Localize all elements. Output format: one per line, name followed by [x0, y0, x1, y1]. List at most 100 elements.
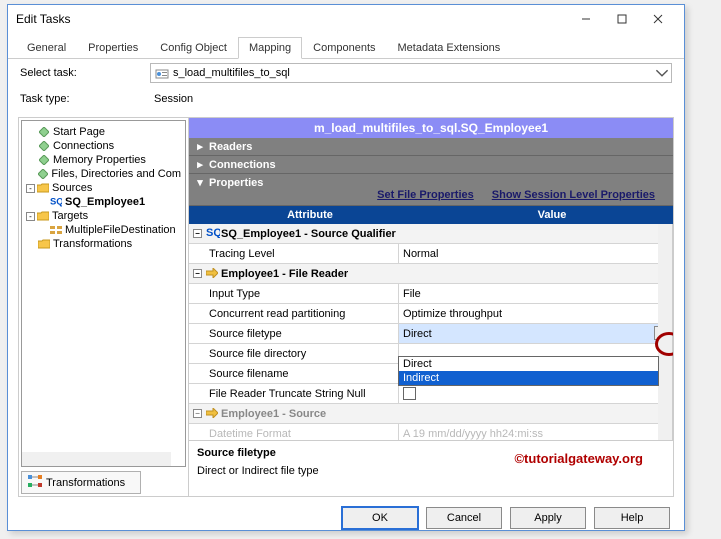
section-label: Properties: [209, 177, 263, 189]
group-label: Employee1 - Source: [221, 408, 326, 420]
select-task-value: s_load_multifiles_to_sql: [173, 67, 290, 79]
value-cell: Normal: [399, 244, 672, 263]
close-button[interactable]: [640, 7, 676, 31]
expand-icon[interactable]: -: [26, 212, 35, 221]
sq-icon: SQ: [206, 228, 218, 240]
property-row: Source filetype Direct: [189, 324, 672, 344]
task-type-label: Task type:: [20, 93, 150, 105]
mapping-header: m_load_multifiles_to_sql.SQ_Employee1: [189, 118, 673, 138]
value-cell[interactable]: [399, 384, 672, 403]
select-task-label: Select task:: [20, 67, 150, 79]
dropdown-option[interactable]: Direct: [399, 357, 658, 371]
scrollbar-vertical[interactable]: [658, 224, 672, 440]
column-header: Value: [431, 206, 673, 224]
expand-icon[interactable]: -: [26, 184, 35, 193]
minimize-button[interactable]: [568, 7, 604, 31]
section-label: Readers: [209, 141, 252, 153]
expand-arrow-icon[interactable]: ▾: [195, 176, 205, 189]
dropdown-option[interactable]: Indirect: [399, 371, 658, 385]
tab-components[interactable]: Components: [302, 37, 386, 58]
tree-item-label: Connections: [53, 140, 114, 152]
tree-item[interactable]: - Targets: [24, 209, 183, 223]
tree-item-label: Sources: [52, 182, 92, 194]
tab-properties[interactable]: Properties: [77, 37, 149, 58]
link-show-session-level-properties[interactable]: Show Session Level Properties: [492, 189, 655, 201]
value-cell[interactable]: Direct: [399, 324, 672, 343]
tree-item[interactable]: Start Page: [24, 125, 183, 139]
tree-item[interactable]: Connections: [24, 139, 183, 153]
maximize-button[interactable]: [604, 7, 640, 31]
group-row[interactable]: −SQSQ_Employee1 - Source Qualifier: [189, 224, 672, 244]
svg-text:SQ: SQ: [206, 228, 220, 238]
section-readers[interactable]: ▸ Readers: [189, 138, 673, 156]
description-text: Direct or Indirect file type: [197, 465, 665, 477]
tab-general[interactable]: General: [16, 37, 77, 58]
group-label: SQ_Employee1 - Source Qualifier: [221, 228, 396, 240]
property-row: Tracing Level Normal: [189, 244, 672, 264]
scrollbar-horizontal[interactable]: [22, 452, 171, 466]
titlebar: Edit Tasks: [8, 5, 684, 33]
tab-mapping[interactable]: Mapping: [238, 37, 302, 59]
property-row: Datetime FormatA 19 mm/dd/yyyy hh24:mi:s…: [189, 424, 672, 440]
tree-item[interactable]: Files, Directories and Com: [24, 167, 183, 181]
ok-button[interactable]: OK: [342, 507, 418, 529]
value-cell: Optimize throughput: [399, 304, 672, 323]
button-bar: OK Cancel Apply Help: [8, 497, 684, 539]
tree-item[interactable]: Transformations: [24, 237, 183, 251]
folder-icon: [38, 238, 50, 250]
tree-item-label: Files, Directories and Com: [51, 168, 181, 180]
property-value: File: [403, 288, 421, 300]
property-row: Input Type File: [189, 284, 672, 304]
group-row[interactable]: − Employee1 - Source: [189, 404, 672, 424]
property-grid: −SQSQ_Employee1 - Source QualifierTracin…: [189, 224, 673, 440]
expand-arrow-icon[interactable]: ▸: [195, 140, 205, 153]
select-task-combo[interactable]: s_load_multifiles_to_sql: [150, 63, 672, 83]
property-row: File Reader Truncate String Null: [189, 384, 672, 404]
help-button[interactable]: Help: [594, 507, 670, 529]
task-icon: [155, 66, 169, 80]
tree-item-label: Memory Properties: [53, 154, 146, 166]
transformations-tab[interactable]: Transformations: [21, 471, 141, 494]
group-row[interactable]: −Employee1 - File Reader: [189, 264, 672, 284]
target-icon: [50, 224, 62, 236]
property-name: Tracing Level: [209, 248, 275, 260]
tree-item-label: MultipleFileDestination: [65, 224, 176, 236]
collapse-icon[interactable]: −: [193, 269, 202, 278]
property-name: Source file directory: [209, 348, 306, 360]
filetype-dropdown[interactable]: DirectIndirect: [398, 356, 659, 386]
checkbox[interactable]: [403, 387, 416, 400]
tree-item[interactable]: SQSQ_Employee1: [24, 195, 183, 209]
tree-item[interactable]: MultipleFileDestination: [24, 223, 183, 237]
chevron-down-icon: [655, 66, 669, 80]
value-cell: File: [399, 284, 672, 303]
property-name: File Reader Truncate String Null: [209, 388, 366, 400]
tree-item-label: Transformations: [53, 238, 132, 250]
section-connections[interactable]: ▸Connections: [189, 156, 673, 174]
collapse-icon[interactable]: −: [193, 229, 202, 238]
tree-item-label: Targets: [52, 210, 88, 222]
tree-item-label: SQ_Employee1: [65, 196, 145, 208]
apply-button[interactable]: Apply: [510, 507, 586, 529]
property-row: Concurrent read partitioningOptimize thr…: [189, 304, 672, 324]
property-value: A 19 mm/dd/yyyy hh24:mi:ss: [403, 428, 543, 440]
property-name: Source filetype: [209, 328, 282, 340]
arrow-icon: [206, 268, 218, 280]
property-name: Input Type: [209, 288, 260, 300]
arrow-icon: [206, 408, 218, 420]
folder-icon: [37, 182, 49, 194]
section-properties[interactable]: ▾ Properties Set File Properties Show Sessi…: [189, 174, 673, 206]
tab-metadata-extensions[interactable]: Metadata Extensions: [387, 37, 512, 58]
tree-item-label: Start Page: [53, 126, 105, 138]
link-set-file-properties[interactable]: Set File Properties: [377, 189, 474, 201]
expand-arrow-icon[interactable]: ▸: [195, 158, 205, 171]
tabs: GeneralPropertiesConfig ObjectMappingCom…: [8, 33, 684, 59]
diamond-icon: [38, 126, 50, 138]
sq-icon: SQ: [50, 196, 62, 208]
folder-icon: [37, 210, 49, 222]
collapse-icon[interactable]: −: [193, 409, 202, 418]
property-value: Direct: [403, 328, 432, 340]
cancel-button[interactable]: Cancel: [426, 507, 502, 529]
tab-config-object[interactable]: Config Object: [149, 37, 238, 58]
tree-item[interactable]: Memory Properties: [24, 153, 183, 167]
tree-item[interactable]: - Sources: [24, 181, 183, 195]
